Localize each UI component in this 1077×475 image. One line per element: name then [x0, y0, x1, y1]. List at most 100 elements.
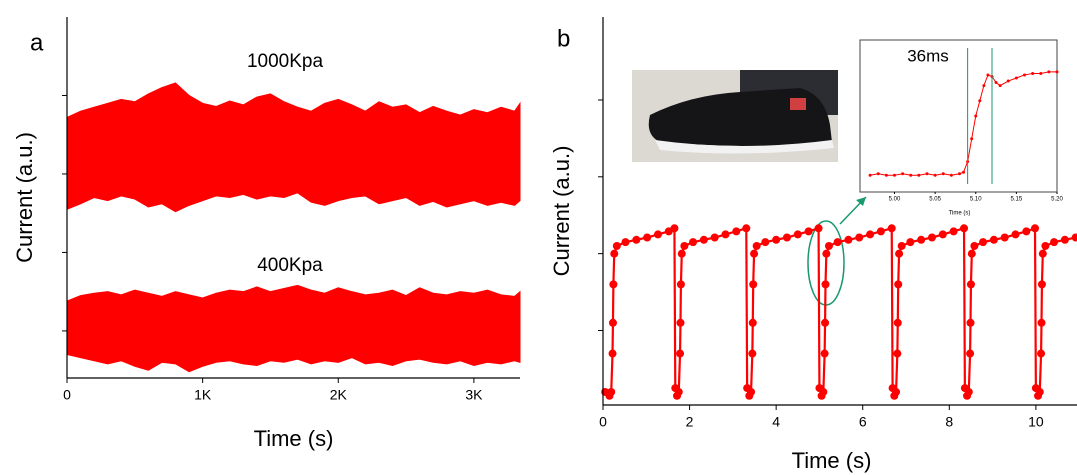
data-point [676, 349, 685, 358]
data-point [824, 241, 833, 250]
x-tick-label: 0 [63, 387, 71, 403]
data-point [1047, 70, 1051, 74]
data-point [670, 224, 679, 233]
data-point [979, 238, 988, 247]
x-tick-label: 5.15 [1011, 197, 1023, 203]
data-point [938, 230, 947, 239]
data-point [967, 249, 976, 258]
y-axis-label: Current (a.u.) [549, 146, 574, 277]
data-point [964, 387, 973, 396]
x-tick-label: 2K [330, 387, 348, 403]
x-tick-label: 5.05 [929, 197, 941, 203]
noise-band [66, 82, 521, 213]
data-point [949, 227, 958, 236]
arrow-head [856, 197, 866, 206]
x-axis-label: Time (s) [792, 448, 872, 473]
data-point [966, 349, 975, 358]
data-point [749, 280, 758, 289]
data-point [710, 233, 719, 242]
data-point [608, 318, 617, 327]
shoe-photo [632, 70, 838, 162]
x-tick-label: 1K [194, 387, 212, 403]
data-point [621, 238, 630, 247]
data-point [772, 235, 781, 244]
data-point [894, 280, 903, 289]
x-tick-label: 10 [1028, 414, 1044, 430]
data-point [897, 241, 906, 250]
data-point [674, 387, 683, 396]
data-point [917, 173, 921, 177]
inset-frame [859, 39, 1058, 193]
data-point [653, 230, 662, 239]
data-point [855, 233, 864, 242]
data-point [893, 173, 896, 177]
x-tick-label: 2 [686, 414, 694, 430]
data-point [895, 249, 904, 258]
data-point [632, 235, 641, 244]
data-point [868, 173, 872, 177]
data-point [1050, 238, 1059, 247]
data-point [974, 114, 978, 118]
x-tick-label: 4 [772, 414, 780, 430]
x-tick-label: 5.10 [970, 197, 982, 203]
data-point [909, 173, 913, 177]
data-point [884, 173, 888, 177]
data-point [748, 349, 757, 358]
data-point [610, 249, 619, 258]
x-tick-label: 5.00 [889, 197, 901, 203]
data-point [1022, 227, 1031, 236]
data-point [994, 81, 998, 85]
data-point [1038, 249, 1047, 258]
x-axis-label: Time (s) [949, 211, 971, 217]
signal-line [604, 226, 1076, 400]
data-point [822, 249, 831, 258]
data-point [1014, 76, 1018, 80]
data-point [941, 172, 945, 176]
data-point [970, 137, 974, 141]
annotation: 1000Kpa [247, 51, 324, 72]
data-point [1031, 71, 1035, 75]
data-point [949, 173, 953, 177]
data-point [1023, 73, 1026, 77]
data-point [1035, 387, 1044, 396]
data-point [1031, 224, 1040, 233]
panel-label: b [557, 25, 570, 52]
data-point [893, 349, 902, 358]
data-point [844, 235, 853, 244]
data-point [866, 230, 875, 239]
data-point [752, 241, 761, 250]
data-point [820, 349, 829, 358]
data-point [876, 172, 880, 176]
data-point [1000, 233, 1009, 242]
data-point [804, 227, 813, 236]
data-point [978, 99, 982, 103]
data-point [1071, 233, 1077, 242]
data-point [1037, 280, 1046, 289]
data-point [814, 224, 823, 233]
data-point [676, 318, 685, 327]
data-point [677, 249, 686, 258]
data-point [1037, 349, 1046, 358]
data-point [676, 280, 685, 289]
data-point [782, 233, 791, 242]
annotation: 400Kpa [257, 255, 323, 276]
data-point [742, 224, 751, 233]
data-point [887, 224, 896, 233]
data-point [608, 349, 617, 358]
data-point [982, 84, 986, 88]
data-point [699, 235, 708, 244]
x-tick-label: 5.20 [1051, 197, 1063, 203]
data-point [917, 235, 926, 244]
data-point [750, 249, 759, 258]
data-point [643, 233, 652, 242]
data-point [892, 387, 901, 396]
data-point [1041, 241, 1050, 250]
data-point [833, 238, 842, 247]
data-point [609, 280, 618, 289]
data-point [793, 230, 802, 239]
data-point [998, 84, 1002, 88]
data-point [821, 318, 830, 327]
data-point [901, 172, 905, 176]
x-tick-label: 6 [859, 414, 867, 430]
